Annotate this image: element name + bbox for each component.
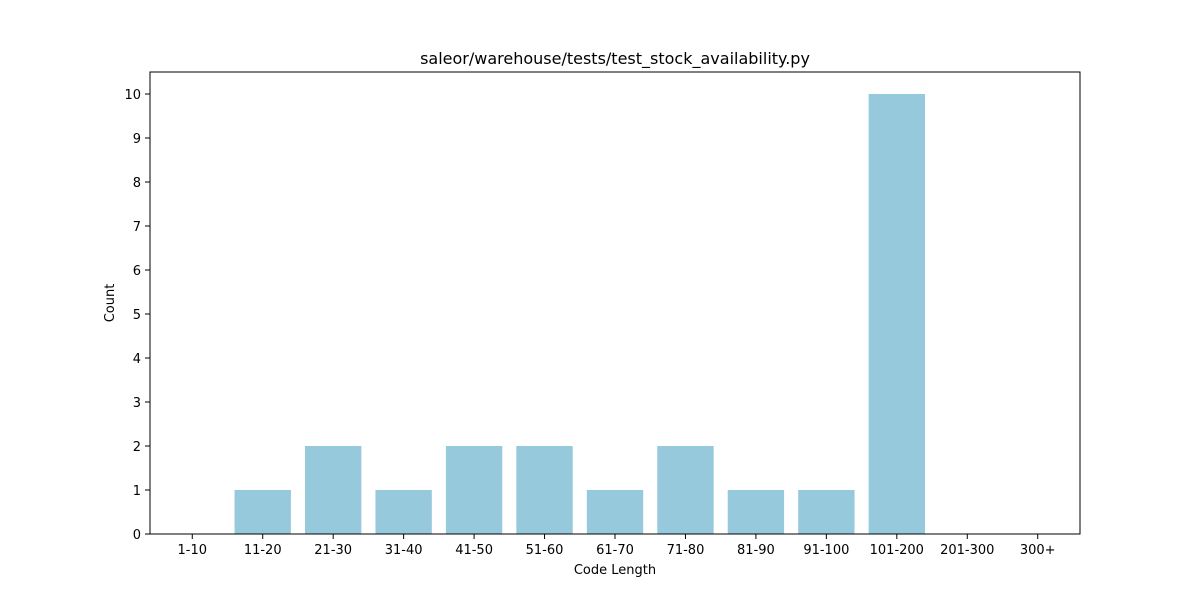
bar-91-100 (798, 490, 855, 534)
x-tick-label: 300+ (1020, 543, 1056, 558)
x-tick-label: 101-200 (870, 543, 924, 558)
x-tick-label: 31-40 (385, 543, 423, 558)
x-tick-label: 61-70 (596, 543, 634, 558)
bar-11-20 (234, 490, 291, 534)
y-tick-label: 1 (133, 484, 141, 499)
y-tick-label: 9 (133, 132, 141, 147)
x-tick-label: 71-80 (667, 543, 705, 558)
x-tick-label: 21-30 (314, 543, 352, 558)
y-axis-ticks: 0 1 2 3 4 5 6 7 8 9 10 (124, 88, 150, 543)
plot-frame (149, 71, 1081, 535)
y-axis-label: Count (103, 284, 118, 323)
bar-81-90 (727, 490, 785, 534)
y-tick-label: 10 (124, 88, 141, 103)
x-tick-label: 51-60 (526, 543, 564, 558)
chart-title: saleor/warehouse/tests/test_stock_availa… (420, 49, 810, 69)
bar-41-50 (445, 446, 503, 534)
bar-61-70 (586, 490, 644, 534)
bar-21-30 (305, 446, 362, 534)
y-tick-label: 0 (133, 528, 141, 543)
x-tick-label: 11-20 (244, 543, 282, 558)
y-tick-label: 7 (133, 220, 141, 235)
bars-group (234, 94, 925, 534)
x-tick-label: 201-300 (940, 543, 994, 558)
y-tick-label: 6 (133, 264, 141, 279)
x-axis-label: Code Length (574, 563, 656, 578)
bar-101-200 (868, 94, 925, 534)
y-tick-label: 8 (133, 176, 141, 191)
y-tick-label: 4 (133, 352, 141, 367)
x-tick-label: 81-90 (737, 543, 775, 558)
bar-51-60 (516, 446, 573, 534)
bar-31-40 (375, 490, 432, 534)
bar-71-80 (657, 446, 714, 534)
x-axis-ticks: 1-10 11-20 21-30 31-40 41-50 51-60 61-70 71-80 8… (178, 534, 1056, 558)
y-tick-label: 3 (133, 396, 141, 411)
x-tick-label: 91-100 (803, 543, 849, 558)
x-tick-label: 1-10 (178, 543, 208, 558)
y-tick-label: 2 (133, 440, 141, 455)
x-tick-label: 41-50 (455, 543, 493, 558)
y-tick-label: 5 (133, 308, 141, 323)
